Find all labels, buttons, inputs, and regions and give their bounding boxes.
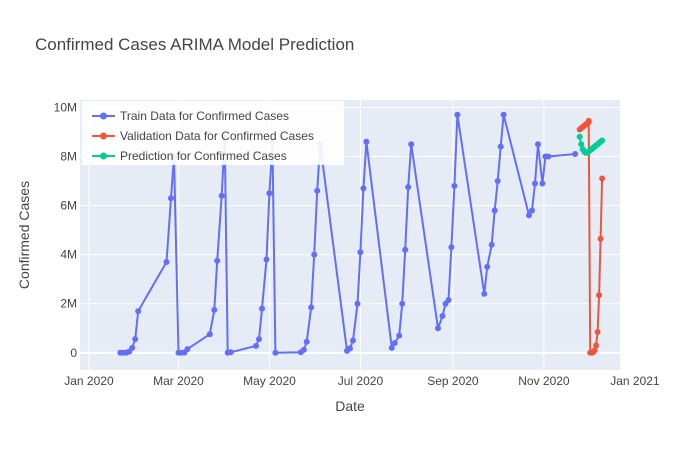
legend-item[interactable]: Validation Data for Confirmed Cases [92, 129, 314, 143]
x-axis-title: Date [335, 398, 365, 414]
x-tick-label: Jul 2020 [338, 374, 384, 388]
data-point [308, 304, 315, 311]
y-tick-label: 10M [54, 100, 77, 114]
data-point [396, 332, 403, 339]
data-point [391, 340, 398, 346]
data-point [572, 151, 579, 157]
data-point [402, 246, 409, 253]
data-point [363, 138, 370, 145]
data-point [357, 249, 364, 256]
data-point [350, 337, 356, 344]
data-point [484, 263, 491, 270]
data-point [526, 212, 532, 219]
data-point [454, 111, 461, 118]
data-point [163, 259, 170, 265]
data-point [539, 180, 546, 187]
x-tick-label: Sep 2020 [427, 374, 479, 388]
data-point [591, 347, 598, 354]
data-point [545, 153, 552, 160]
x-tick-label: Mar 2020 [153, 374, 204, 388]
data-point [314, 187, 321, 194]
data-point [184, 346, 191, 353]
data-point [211, 306, 218, 313]
data-point [497, 143, 504, 150]
data-point [532, 180, 538, 187]
data-point [129, 344, 136, 351]
y-tick-label: 2M [60, 297, 77, 311]
data-point [272, 349, 279, 356]
legend-label: Train Data for Confirmed Cases [120, 109, 289, 123]
data-point [448, 244, 455, 251]
data-point [405, 184, 412, 191]
data-point [227, 349, 234, 356]
data-point [218, 192, 225, 199]
data-point [529, 207, 535, 214]
legend-marker [100, 112, 107, 120]
data-point [481, 290, 488, 297]
legend-marker [100, 152, 107, 160]
y-tick-label: 0 [70, 346, 77, 360]
data-point [439, 313, 446, 319]
data-point [206, 331, 213, 338]
data-point [596, 292, 603, 299]
data-point [132, 336, 139, 343]
data-point [451, 182, 458, 189]
data-point [500, 111, 507, 118]
data-point [535, 141, 541, 148]
data-point [266, 190, 273, 197]
legend-label: Validation Data for Confirmed Cases [120, 129, 314, 143]
data-point [354, 300, 361, 307]
series-3 [576, 133, 606, 156]
data-point [347, 345, 353, 352]
data-point [168, 195, 174, 202]
x-tick-label: Nov 2020 [518, 374, 570, 388]
data-point [263, 256, 270, 263]
legend-marker [100, 132, 107, 140]
data-point [491, 207, 498, 214]
data-point [259, 305, 265, 312]
data-point [408, 141, 415, 148]
data-point [388, 344, 395, 351]
data-point [576, 133, 583, 140]
data-point [311, 251, 318, 258]
x-tick-label: Jan 2020 [64, 374, 114, 388]
data-point [399, 300, 406, 307]
data-point [214, 257, 221, 264]
data-point [300, 346, 307, 353]
legend-background [82, 101, 344, 165]
legend-item[interactable]: Train Data for Confirmed Cases [92, 109, 289, 123]
data-point [597, 235, 604, 242]
data-point [599, 137, 606, 144]
data-point [445, 297, 452, 303]
series-2 [576, 117, 606, 356]
data-point [585, 117, 592, 124]
data-point [494, 178, 501, 184]
data-point [435, 325, 441, 332]
y-tick-label: 8M [60, 149, 77, 163]
legend-item[interactable]: Prediction for Confirmed Cases [92, 149, 287, 163]
data-point [599, 175, 606, 182]
chart-title: Confirmed Cases ARIMA Model Prediction [35, 35, 354, 54]
data-point [594, 329, 601, 335]
y-axis-title: Confirmed Cases [16, 181, 32, 289]
y-tick-label: 6M [60, 199, 77, 213]
data-point [303, 338, 310, 345]
series-1 [117, 111, 579, 356]
data-point [593, 342, 600, 349]
data-point [256, 336, 262, 343]
data-point [253, 342, 259, 349]
data-point [488, 241, 495, 248]
data-point [360, 185, 367, 192]
data-point [135, 308, 142, 315]
tick-layer: Jan 2020 Mar 2020 May 2020 Jul 2020 Sep 2020… [54, 100, 660, 388]
legend-label: Prediction for Confirmed Cases [120, 149, 287, 163]
legend: Train Data for Confirmed Cases Validation… [82, 101, 344, 165]
x-tick-label: Jan 2021 [610, 374, 660, 388]
data-point [578, 141, 585, 148]
x-tick-label: May 2020 [243, 374, 296, 388]
series-layer [117, 111, 606, 356]
y-tick-label: 4M [60, 248, 77, 262]
